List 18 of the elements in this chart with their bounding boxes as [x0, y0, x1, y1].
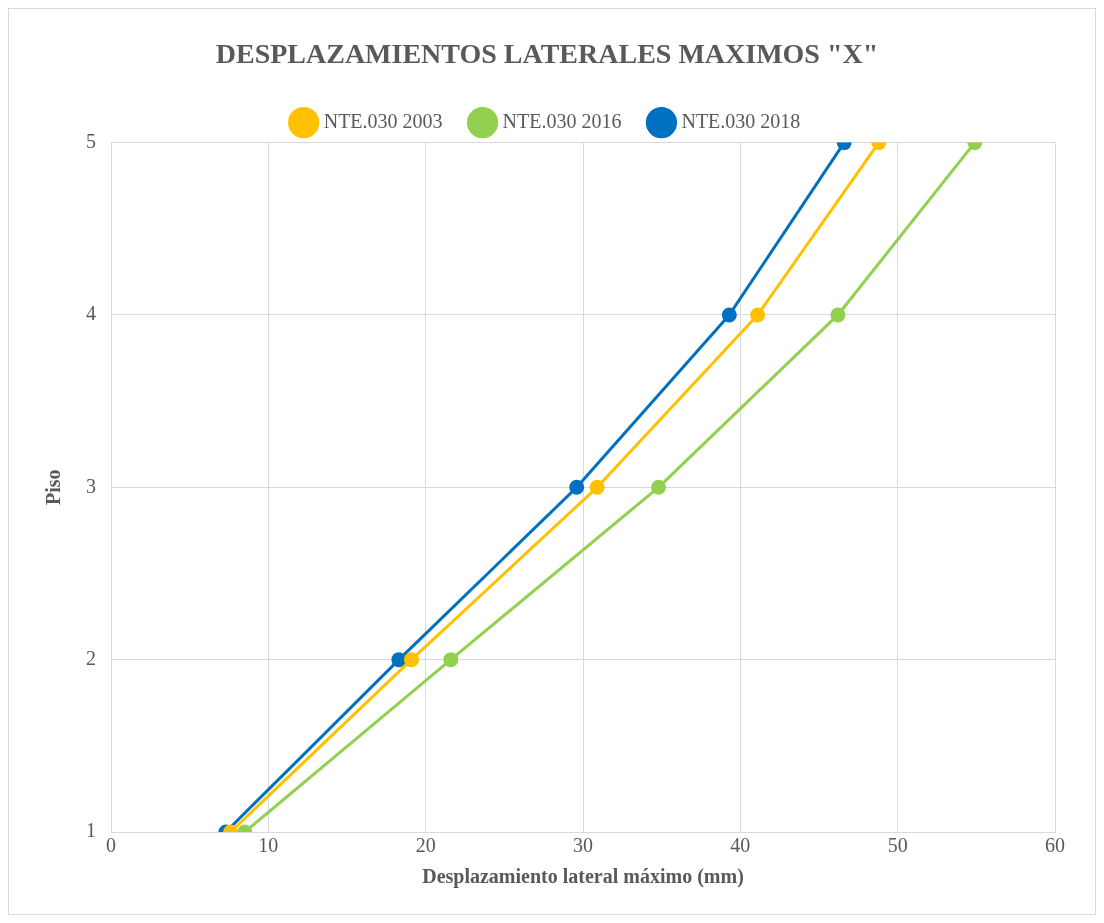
x-tick-label: 40: [730, 834, 751, 857]
y-tick-label: 5: [86, 129, 96, 152]
legend-label: NTE.030 2016: [502, 109, 622, 132]
chart-title: DESPLAZAMIENTOS LATERALES MAXIMOS "X": [215, 38, 879, 70]
x-axis-title: Desplazamiento lateral máximo (mm): [422, 865, 744, 889]
y-tick-label: 4: [86, 302, 96, 325]
x-tick-label: 50: [887, 834, 908, 857]
legend-label: NTE.030 2003: [323, 109, 443, 132]
x-tick-label: 20: [415, 834, 436, 857]
x-tick-label: 60: [1045, 834, 1065, 857]
legend-label: NTE.030 2018: [681, 109, 801, 132]
y-tick-label: 1: [86, 819, 96, 842]
x-tick-label: 30: [573, 834, 593, 857]
y-axis-title: Piso: [42, 469, 65, 506]
x-tick-label: 0: [106, 834, 116, 857]
y-tick-label: 2: [86, 646, 96, 669]
x-tick-label: 10: [258, 834, 279, 857]
y-tick-label: 3: [86, 474, 96, 497]
